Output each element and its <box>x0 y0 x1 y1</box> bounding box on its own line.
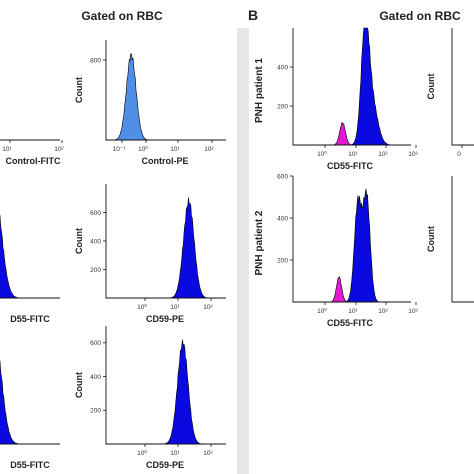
plots-group: 10¹ 10² Control-FITC 800 10⁻¹ 10⁰ 10¹ 10² Contro… <box>0 27 474 470</box>
ylabel-B-pnh1-right: Count <box>426 74 436 100</box>
ylabel-A-control-pe: Count <box>74 77 84 103</box>
axes-A-control-pe <box>105 40 226 141</box>
axes-A-control-fitc <box>0 139 60 141</box>
panel-title-B-pnh2-cd55: PNH patient 2 <box>254 210 265 275</box>
xtick-label-A-control-pe-1: 10⁰ <box>138 145 148 153</box>
histogram-B-pnh2-right: Count <box>426 176 474 303</box>
axes-B-pnh1-cd55 <box>292 28 411 146</box>
xtick-label-B-pnh2-cd55-2: 10² <box>378 308 388 315</box>
xtick-label-B-pnh1-cd55-2: 10² <box>378 151 388 158</box>
histogram-A-cd59-pe-2-series-0 <box>165 339 201 445</box>
histogram-A-cd59-pe-1-series-0 <box>171 197 207 299</box>
xlabel-B-pnh1-cd55: CD55-FITC <box>327 161 374 171</box>
xtick-label-A-cd59-pe-2-2: 10² <box>203 450 213 457</box>
ytick-label-A-cd59-pe-2-1: 400 <box>90 374 101 381</box>
xtick-label-B-pnh2-cd55-1: 10¹ <box>348 308 358 315</box>
ytick-label-A-cd59-pe-2-0: 600 <box>90 340 101 347</box>
ylabel-A-cd59-pe-2: Count <box>74 372 84 398</box>
histogram-A-cd55-fitc-1: D55-FITC <box>0 214 60 324</box>
ytick-label-A-cd59-pe-1-2: 200 <box>90 267 101 274</box>
axes-A-cd55-fitc-2 <box>0 443 60 445</box>
histogram-B-pnh2-cd55-series-0 <box>331 276 347 303</box>
xlabel-B-pnh2-cd55: CD55-FITC <box>327 318 374 328</box>
ytick-label-B-pnh2-cd55-2: 200 <box>277 257 288 264</box>
xlabel-A-cd55-fitc-1: D55-FITC <box>10 314 50 324</box>
xtick-label-A-control-pe-0: 10⁻¹ <box>113 146 127 153</box>
xlabel-A-cd55-fitc-2: D55-FITC <box>10 460 50 470</box>
ytick-label-B-pnh1-cd55-0: 400 <box>277 64 288 71</box>
histogram-B-pnh1-right: 0 Count <box>426 28 474 158</box>
ytick-label-B-pnh2-cd55-1: 400 <box>277 215 288 222</box>
histogram-B-pnh1-cd55: 400 200 10⁰ 10¹ 10² 10³ CD55-FITC PNH patient 1 <box>254 27 419 171</box>
ylabel-A-cd59-pe-1: Count <box>74 228 84 254</box>
xtick-label-A-cd59-pe-2-1: 10¹ <box>170 450 180 457</box>
histogram-A-cd55-fitc-2-series-0 <box>0 360 19 445</box>
histogram-A-cd55-fitc-2: D55-FITC <box>0 360 60 470</box>
header-left: Gated on RBC <box>81 9 163 23</box>
xtick-label-B-pnh1-cd55-3: 10³ <box>408 151 418 158</box>
histogram-A-cd55-fitc-1-series-0 <box>0 214 19 299</box>
axes-A-cd59-pe-1 <box>105 184 226 299</box>
xlabel-A-cd59-pe-2: CD59-PE <box>146 460 184 470</box>
xtick-label-A-cd59-pe-1-2: 10² <box>203 304 213 311</box>
ytick-label-A-cd59-pe-1-0: 600 <box>90 210 101 217</box>
xtick-label-A-cd59-pe-2-0: 10⁰ <box>137 449 147 457</box>
histogram-A-control-pe: 800 10⁻¹ 10⁰ 10¹ 10² Control-PE Count <box>74 40 226 166</box>
axes-B-pnh2-right <box>451 176 474 303</box>
histogram-B-pnh2-cd55: 600 400 200 10⁰ 10¹ 10² 10³ CD55-FITC PNH patien… <box>254 173 419 328</box>
header-right: Gated on RBC <box>379 9 461 23</box>
xtick-label-A-control-fitc-1: 10² <box>54 146 64 153</box>
histogram-A-cd59-pe-1: 600 400 200 10⁰ 10¹ 10² CD59-PE Count <box>74 184 226 324</box>
xtick-label-B-pnh2-cd55-3: 10³ <box>408 308 418 315</box>
xtick-label-A-control-fitc-0: 10¹ <box>2 146 12 153</box>
axes-A-cd55-fitc-1 <box>0 297 60 299</box>
ylabel-B-pnh2-right: Count <box>426 226 436 252</box>
xtick-label-B-pnh1-cd55-0: 10⁰ <box>317 150 327 158</box>
histogram-B-pnh2-cd55-series-1 <box>345 188 379 303</box>
xtick-label-B-pnh1-cd55-1: 10¹ <box>348 151 358 158</box>
panel-title-B-pnh1-cd55: PNH patient 1 <box>254 58 265 123</box>
histogram-B-pnh1-cd55-series-1 <box>351 27 390 146</box>
ytick-label-A-cd59-pe-1-1: 400 <box>90 238 101 245</box>
panel-letter-b: B <box>248 7 258 23</box>
histogram-B-pnh1-cd55-series-0 <box>334 122 351 146</box>
xtick-label-A-cd59-pe-1-1: 10¹ <box>170 304 180 311</box>
histogram-A-cd59-pe-2: 600 400 200 10⁰ 10¹ 10² CD59-PE Count <box>74 326 226 470</box>
ytick-label-A-cd59-pe-2-2: 200 <box>90 408 101 415</box>
panel-separator <box>237 28 249 474</box>
ytick-label-A-control-pe-0: 800 <box>90 57 101 64</box>
ytick-label-B-pnh2-cd55-0: 600 <box>277 173 288 180</box>
xlabel-A-cd59-pe-1: CD59-PE <box>146 314 184 324</box>
xtick-label-A-control-pe-3: 10² <box>204 146 214 153</box>
xtick-label-A-control-pe-2: 10¹ <box>170 146 180 153</box>
xlabel-A-control-pe: Control-PE <box>142 156 189 166</box>
xtick-label-A-cd59-pe-1-0: 10⁰ <box>137 303 147 311</box>
xtick-label-B-pnh2-cd55-0: 10⁰ <box>317 307 327 315</box>
histogram-A-control-pe-series-0 <box>115 53 148 141</box>
axes-A-cd59-pe-2 <box>105 326 226 445</box>
axes-B-pnh1-right <box>451 28 474 146</box>
histogram-A-control-fitc: 10¹ 10² Control-FITC <box>0 139 65 166</box>
xlabel-A-control-fitc: Control-FITC <box>6 156 61 166</box>
xtick-label-B-pnh1-right-0: 0 <box>457 151 461 158</box>
ytick-label-B-pnh1-cd55-1: 200 <box>277 103 288 110</box>
